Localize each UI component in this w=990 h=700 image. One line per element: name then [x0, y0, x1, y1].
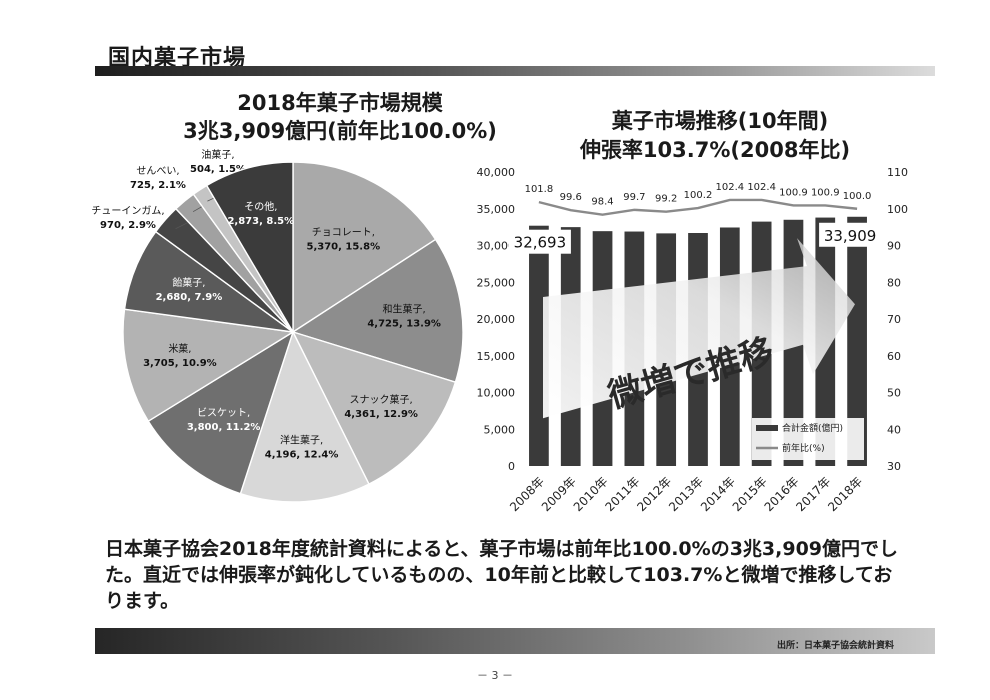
yoy-point-label: 99.2 [655, 194, 677, 205]
pie-slice-value-label: 504, 1.5% [190, 164, 246, 175]
page-number: － 3 － [477, 669, 513, 682]
source-note: 出所：日本菓子協会統計資料 [776, 641, 894, 651]
pie-slice-value-label: 725, 2.1% [130, 180, 186, 191]
x-category-label: 2016年 [762, 474, 802, 514]
pie-slice-label: チューインガム, [91, 205, 164, 217]
yoy-point-label: 102.4 [747, 182, 776, 193]
legend-bar-label: 合計金額(億円) [782, 422, 843, 434]
y-left-tick-label: 40,000 [477, 166, 516, 179]
pie-slice [205, 161, 294, 335]
trend-title-line2: 伸張率103.7%(2008年比) [579, 138, 851, 162]
y-right-tick-label: 80 [887, 276, 901, 289]
x-category-label: 2012年 [634, 474, 674, 514]
y-right-tick-label: 90 [887, 240, 901, 253]
pie-slice [292, 161, 437, 334]
y-right-tick-label: 40 [887, 423, 901, 436]
pie-title-line2: 3兆3,909億円(前年比100.0%) [183, 119, 497, 143]
pie-slice-value-label: 3,705, 10.9% [143, 358, 217, 369]
pie-slice-label: スナック菓子, [350, 394, 413, 406]
x-category-label: 2013年 [666, 474, 706, 514]
pie-slice-label: 飴菓子, [172, 276, 205, 289]
yoy-point-label: 100.9 [779, 187, 808, 198]
pie-slice-value-label: 3,800, 11.2% [187, 422, 261, 433]
x-category-label: 2018年 [825, 474, 865, 514]
x-category-label: 2015年 [730, 474, 770, 514]
x-category-label: 2008年 [507, 474, 547, 514]
yoy-point-label: 99.7 [623, 192, 645, 203]
pie-title-line1: 2018年菓子市場規模 [237, 91, 443, 115]
yoy-point-label: 101.8 [525, 184, 554, 195]
pie-slice-value-label: 2,680, 7.9% [156, 292, 223, 303]
pie-slice [239, 330, 370, 503]
y-right-tick-label: 110 [887, 166, 908, 179]
bar [847, 216, 867, 466]
yoy-point-label: 100.0 [843, 191, 872, 202]
x-category-label: 2017年 [793, 474, 833, 514]
pie-slice-value-label: 4,725, 13.9% [367, 319, 441, 330]
legend-bar-swatch [756, 425, 778, 431]
yoy-point-label: 98.4 [591, 197, 613, 208]
pie-slice-value-label: 4,361, 12.9% [344, 409, 418, 420]
trend-arrow [543, 238, 855, 419]
pie-slice [291, 330, 457, 486]
pie-slice [147, 330, 295, 495]
x-category-label: 2011年 [603, 474, 643, 514]
yoy-point-label: 99.6 [560, 192, 582, 203]
y-left-tick-label: 0 [508, 460, 515, 473]
yoy-point-label: 102.4 [715, 182, 744, 193]
pie-slice-value-label: 5,370, 15.8% [306, 241, 380, 252]
last-bar-value-label: 33,909 [824, 227, 877, 245]
pie-slice-label: せんべい, [136, 165, 179, 177]
y-left-tick-label: 10,000 [477, 387, 516, 400]
first-bar-value-label: 32,693 [514, 234, 567, 252]
y-left-tick-label: 30,000 [477, 240, 516, 253]
y-left-tick-label: 15,000 [477, 350, 516, 363]
pie-slice-value-label: 970, 2.9% [100, 220, 156, 231]
y-right-tick-label: 60 [887, 350, 901, 363]
pie-slice-label: 油菓子, [201, 148, 234, 161]
pie-slice-label: チョコレート, [312, 226, 375, 238]
pie-slice-label: ビスケット, [197, 407, 250, 419]
pie-slice [291, 238, 464, 384]
pie-slice-label: 和生菓子, [383, 303, 426, 316]
x-category-label: 2009年 [539, 474, 579, 514]
y-left-tick-label: 25,000 [477, 276, 516, 289]
footer-bar [95, 628, 935, 654]
pie-slice [122, 308, 296, 423]
y-right-tick-label: 100 [887, 203, 908, 216]
first-value-box [508, 229, 571, 254]
trend-title-line1: 菓子市場推移(10年間) [611, 109, 829, 133]
pie-slice-label: その他, [244, 200, 277, 213]
summary-text: 日本菓子協会2018年度統計資料によると、菓子市場は前年比100.0%の3兆3,… [105, 538, 899, 612]
yoy-point-label: 100.9 [811, 187, 840, 198]
yoy-point-label: 100.2 [684, 190, 713, 201]
y-right-tick-label: 30 [887, 460, 901, 473]
pie-slice-label: 洋生菓子, [280, 433, 323, 446]
x-category-label: 2014年 [698, 474, 738, 514]
yoy-line [538, 198, 858, 216]
last-value-box [819, 222, 882, 247]
y-right-tick-label: 70 [887, 313, 901, 326]
y-left-tick-label: 35,000 [477, 203, 516, 216]
x-category-label: 2010年 [571, 474, 611, 514]
pie-slice-label: 米菓, [168, 342, 191, 355]
title-underline-bar [95, 66, 935, 76]
y-right-tick-label: 50 [887, 387, 901, 400]
legend-line-label: 前年比(%) [782, 442, 825, 454]
y-left-tick-label: 20,000 [477, 313, 516, 326]
pie-slice-value-label: 4,196, 12.4% [265, 449, 339, 460]
pie-slice-value-label: 2,873, 8.5% [227, 216, 294, 227]
y-left-tick-label: 5,000 [484, 423, 516, 436]
